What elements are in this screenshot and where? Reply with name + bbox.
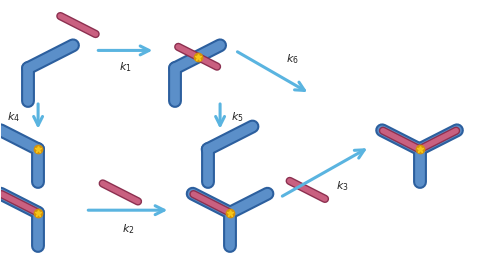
Text: $k_{6}$: $k_{6}$	[286, 52, 299, 66]
Text: $k_{1}$: $k_{1}$	[119, 59, 132, 73]
Text: $k_{3}$: $k_{3}$	[336, 178, 348, 192]
Text: $k_{5}$: $k_{5}$	[231, 110, 244, 124]
Text: $k_{4}$: $k_{4}$	[6, 110, 20, 124]
Text: $k_{2}$: $k_{2}$	[122, 221, 134, 235]
